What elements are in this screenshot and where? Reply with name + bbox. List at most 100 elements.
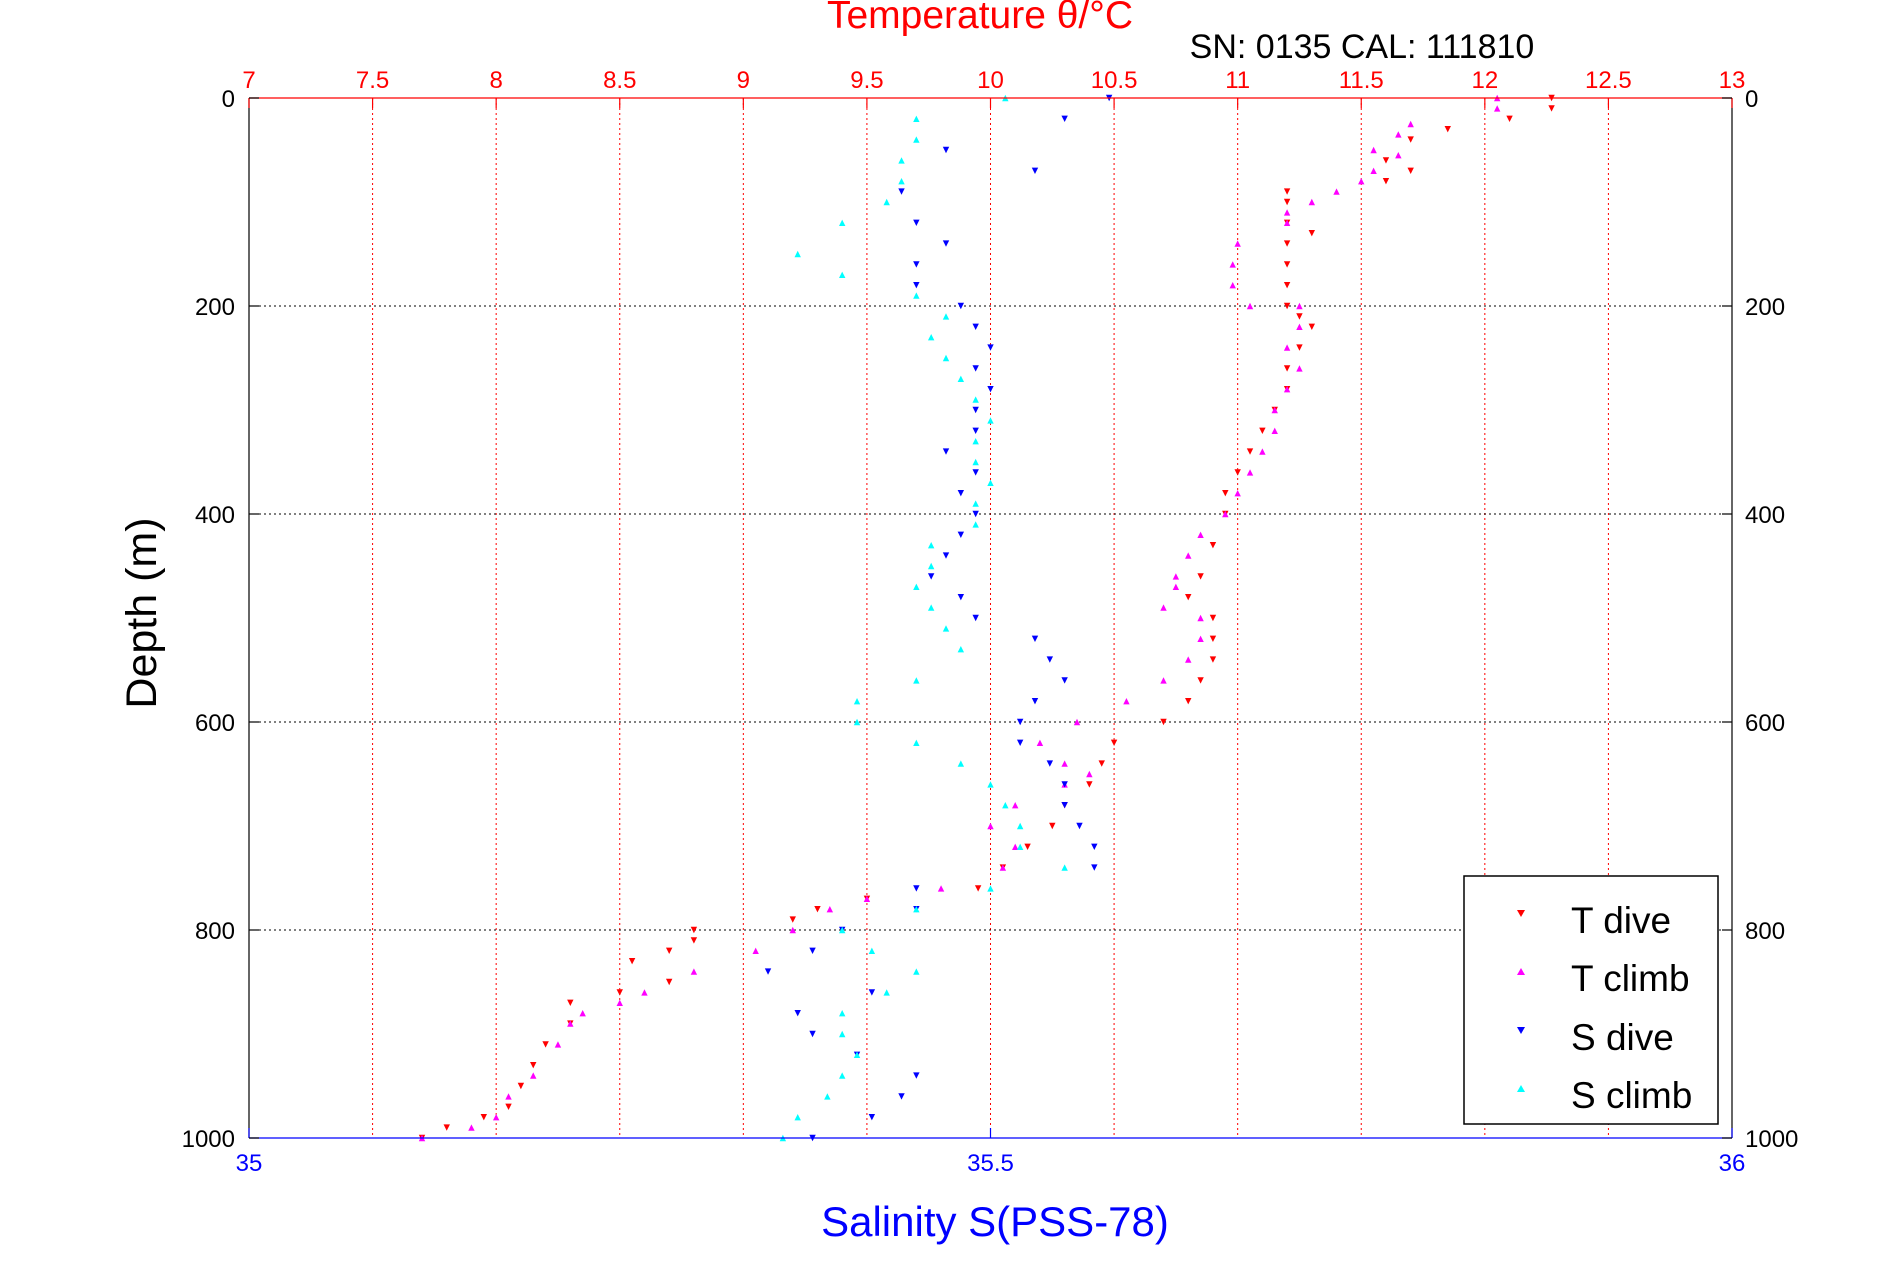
t-climb-point-30 — [1172, 583, 1180, 590]
s-climb-point-2 — [913, 136, 920, 143]
t-climb-point-17 — [1296, 323, 1303, 330]
t-dive-point-5 — [1382, 157, 1390, 164]
t-dive-point-59 — [480, 1114, 488, 1121]
s-dive-point-37 — [913, 885, 920, 892]
s-climb-point-33 — [1002, 802, 1009, 809]
s-dive-point-16 — [942, 448, 950, 455]
s-climb-point-40 — [868, 947, 876, 954]
s-climb-point-34 — [1016, 822, 1024, 830]
s-climb-point-12 — [942, 354, 950, 362]
t-climb-point-21 — [1271, 406, 1278, 414]
depth-left-tick-label-2: 400 — [195, 502, 235, 529]
s-climb-point-9 — [913, 292, 920, 299]
s-climb-point-24 — [927, 604, 935, 611]
s-dive-point-22 — [927, 573, 935, 580]
t-climb-point-53 — [616, 999, 623, 1006]
s-dive-point-3 — [1031, 167, 1039, 174]
temperature-tick-label-3: 8.5 — [603, 67, 636, 94]
top-axis-title: Temperature θ/°C — [827, 0, 1133, 37]
s-climb-point-44 — [839, 1030, 846, 1038]
s-climb-point-35 — [1016, 843, 1024, 850]
t-climb-point-43 — [987, 822, 994, 830]
s-dive-point-29 — [1016, 718, 1024, 726]
s-climb-point-32 — [987, 781, 994, 788]
t-climb-point-7 — [1358, 178, 1365, 185]
legend-marker-t-dive — [1517, 910, 1525, 917]
t-climb-point-34 — [1185, 656, 1192, 663]
t-dive-point-60 — [443, 1124, 450, 1131]
t-climb-point-39 — [1061, 760, 1068, 767]
s-climb-point-39 — [839, 926, 846, 934]
t-climb-point-24 — [1246, 469, 1254, 476]
legend-item-s-climb: S climb — [1517, 1075, 1692, 1116]
t-dive-point-3 — [1444, 126, 1451, 133]
s-dive-point-48 — [868, 1114, 876, 1121]
t-climb-point-23 — [1259, 448, 1266, 455]
s-climb-point-1 — [913, 115, 920, 122]
s-dive-point-23 — [957, 594, 965, 601]
s-dive-point-17 — [972, 469, 979, 476]
t-climb-point-49 — [789, 926, 796, 934]
t-climb-point-12 — [1234, 240, 1241, 247]
t-climb-point-51 — [690, 968, 698, 975]
s-climb-point-26 — [957, 646, 965, 653]
s-dive-point-33 — [1061, 802, 1068, 809]
t-climb-point-29 — [1172, 573, 1180, 580]
s-dive-point-14 — [972, 406, 979, 414]
s-climb-point-42 — [883, 989, 890, 996]
s-dive-point-32 — [1061, 781, 1068, 788]
s-climb-point-7 — [794, 250, 801, 258]
s-dive-point-18 — [957, 490, 965, 497]
s-dive-point-13 — [987, 386, 994, 393]
t-dive-point-17 — [1308, 323, 1316, 330]
temperature-tick-label-0: 7 — [242, 67, 255, 94]
s-climb-point-11 — [927, 334, 935, 341]
t-climb-point-20 — [1283, 386, 1291, 393]
t-dive-point-23 — [1246, 448, 1254, 455]
s-dive-point-42 — [868, 989, 876, 996]
s-dive-point-5 — [913, 219, 920, 226]
s-climb-point-4 — [898, 178, 905, 185]
legend-item-t-dive: T dive — [1517, 900, 1671, 941]
temperature-tick-label-9: 11.5 — [1339, 67, 1384, 94]
legend-marker-s-climb — [1517, 1085, 1525, 1092]
legend-label-s-climb: S climb — [1571, 1075, 1692, 1116]
t-climb-point-15 — [1246, 302, 1254, 310]
tick-layer: 7 7.5 8 8.5 9 9.5 10 10.5 11 11.5 12 12.5 13 35 35.5 36… — [182, 67, 1799, 1177]
s-climb-point-8 — [839, 271, 846, 278]
t-dive-point-22 — [1259, 427, 1266, 434]
salinity-tick-label-1: 35.5 — [967, 1150, 1014, 1177]
depth-left-tick-label-0: 0 — [222, 86, 235, 113]
s-climb-point-14 — [972, 396, 979, 403]
temperature-tick-label-10: 12 — [1471, 67, 1498, 94]
depth-right-tick-label-1: 200 — [1745, 294, 1785, 321]
t-climb-point-35 — [1160, 677, 1167, 684]
t-climb-point-54 — [579, 1010, 586, 1017]
s-dive-point-43 — [794, 1010, 801, 1017]
depth-right-tick-label-3: 600 — [1745, 710, 1785, 737]
s-climb-point-45 — [853, 1051, 861, 1058]
t-climb-point-14 — [1229, 282, 1236, 289]
t-climb-point-45 — [999, 864, 1007, 871]
t-dive-point-12 — [1283, 240, 1291, 247]
s-dive-point-20 — [957, 531, 965, 538]
s-climb-point-25 — [942, 625, 950, 632]
t-dive-point-46 — [789, 916, 796, 923]
legend-item-t-climb: T climb — [1517, 958, 1690, 999]
s-dive-point-6 — [942, 240, 950, 247]
t-climb-point-50 — [752, 947, 759, 954]
s-dive-point-46 — [913, 1072, 920, 1079]
t-climb-point-9 — [1308, 198, 1316, 206]
depth-right-tick-label-0: 0 — [1745, 86, 1758, 113]
s-dive-point-35 — [1091, 843, 1098, 850]
temperature-tick-label-12: 13 — [1719, 67, 1746, 94]
s-dive-point-44 — [809, 1030, 816, 1038]
temperature-tick-label-11: 12.5 — [1585, 67, 1632, 94]
t-dive-point-16 — [1296, 313, 1303, 320]
t-climb-point-52 — [641, 989, 648, 996]
t-dive-point-8 — [1283, 188, 1291, 195]
t-climb-point-18 — [1283, 344, 1291, 351]
depth-right-tick-label-2: 400 — [1745, 502, 1785, 529]
legend-marker-s-dive — [1517, 1027, 1525, 1034]
s-dive-point-10 — [972, 323, 979, 330]
